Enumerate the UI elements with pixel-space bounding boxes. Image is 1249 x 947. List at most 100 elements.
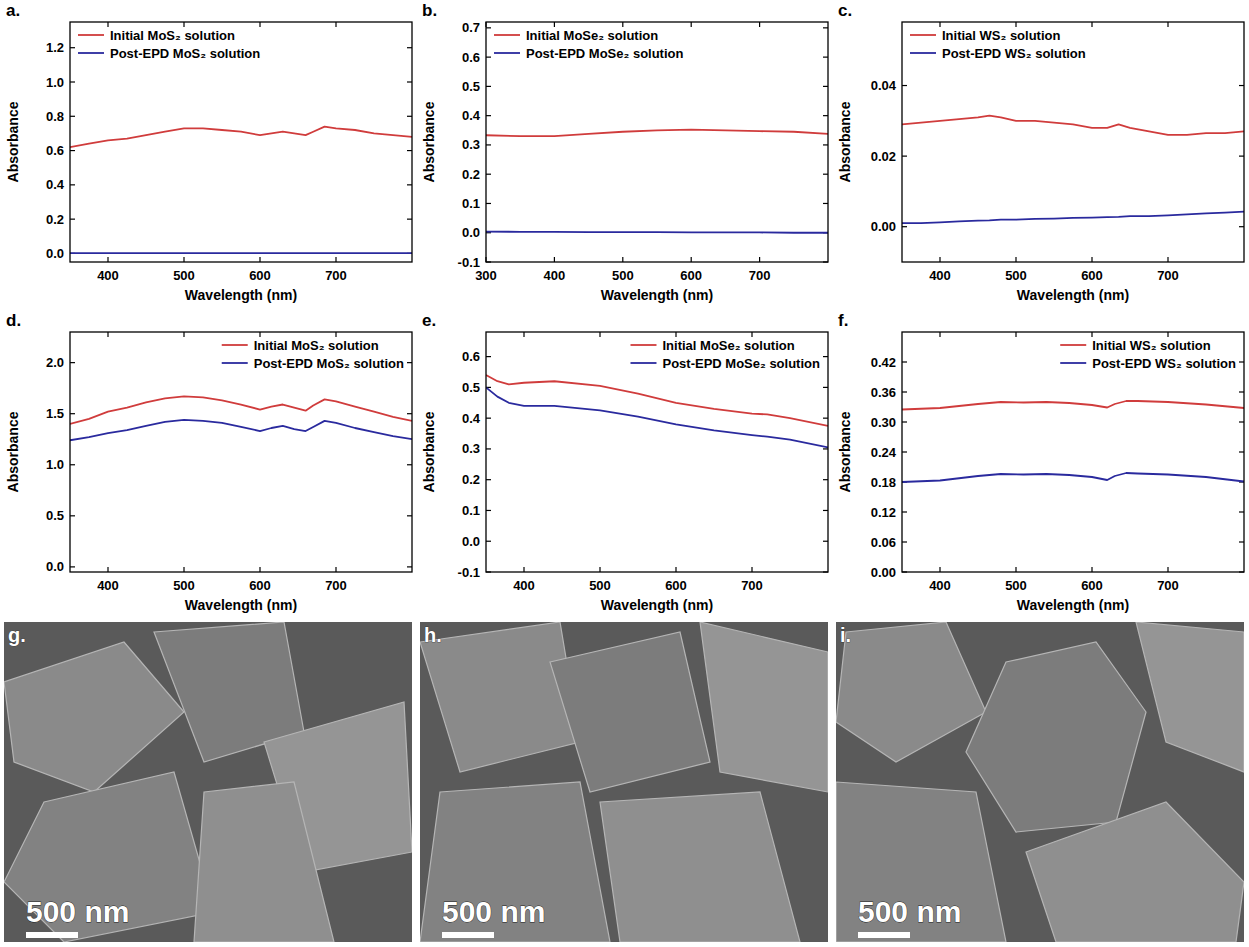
y-tick-right bbox=[823, 115, 828, 116]
y-tick-label: 0.00 bbox=[871, 219, 896, 234]
series-line bbox=[902, 401, 1244, 410]
y-tick-label: 0.2 bbox=[46, 212, 64, 227]
y-tick-label: 0.24 bbox=[871, 445, 897, 460]
y-tick-label: 0.6 bbox=[462, 349, 480, 364]
scale-bar-label: 500 nm bbox=[442, 895, 545, 928]
plot-area bbox=[70, 396, 412, 440]
y-tick-right bbox=[407, 47, 412, 48]
legend-label: Post-EPD MoS₂ solution bbox=[254, 356, 404, 371]
y-tick-label: 0.6 bbox=[46, 143, 64, 158]
y-tick-right bbox=[1239, 421, 1244, 422]
x-axis-title: Wavelength (nm) bbox=[185, 597, 297, 613]
scale-bar-label: 500 nm bbox=[858, 895, 961, 928]
x-tick-label: 700 bbox=[1157, 268, 1179, 283]
x-tick bbox=[1167, 567, 1168, 572]
x-tick-top bbox=[1015, 22, 1016, 27]
y-tick-right bbox=[407, 81, 412, 82]
x-tick-top bbox=[1091, 22, 1092, 27]
scale-bar bbox=[442, 932, 494, 938]
x-tick bbox=[622, 257, 623, 262]
y-tick bbox=[902, 361, 907, 362]
x-tick-top bbox=[1167, 332, 1168, 337]
x-tick-label: 400 bbox=[929, 268, 951, 283]
x-tick-top bbox=[622, 22, 623, 27]
panel-letter: d. bbox=[6, 311, 21, 330]
legend-label: Initial MoS₂ solution bbox=[110, 28, 235, 43]
x-tick bbox=[259, 567, 260, 572]
y-tick bbox=[902, 85, 907, 86]
y-tick-label: 0.0 bbox=[462, 225, 480, 240]
figure: a.0.00.20.40.60.81.01.2400500600700Wavel… bbox=[0, 0, 1249, 947]
y-tick bbox=[70, 362, 75, 363]
chart-panel: e.-0.10.00.10.20.30.40.50.6400500600700W… bbox=[421, 311, 828, 613]
y-tick-label: 1.0 bbox=[46, 75, 64, 90]
y-tick bbox=[70, 219, 75, 220]
sem-flake bbox=[700, 622, 828, 792]
scale-bar bbox=[858, 932, 910, 938]
panel-letter: b. bbox=[422, 1, 437, 20]
y-tick bbox=[70, 116, 75, 117]
legend-label: Post-EPD WS₂ solution bbox=[942, 46, 1086, 61]
x-axis-title: Wavelength (nm) bbox=[1017, 597, 1129, 613]
y-tick bbox=[486, 479, 491, 480]
y-tick-label: 1.2 bbox=[46, 40, 64, 55]
y-tick bbox=[902, 226, 907, 227]
y-tick bbox=[902, 391, 907, 392]
x-tick-top bbox=[259, 332, 260, 337]
plot-area bbox=[70, 127, 412, 254]
series-line bbox=[902, 212, 1244, 224]
y-tick-label: 0.00 bbox=[871, 565, 896, 580]
plot-frame bbox=[70, 332, 412, 572]
x-tick-label: 500 bbox=[612, 268, 634, 283]
x-tick-top bbox=[675, 332, 676, 337]
y-tick-label: 0.3 bbox=[462, 441, 480, 456]
series-line bbox=[902, 116, 1244, 135]
x-tick-label: 700 bbox=[1157, 578, 1179, 593]
y-tick bbox=[70, 81, 75, 82]
y-tick-right bbox=[823, 448, 828, 449]
x-tick bbox=[939, 567, 940, 572]
y-tick-right bbox=[823, 479, 828, 480]
y-tick-label: 0.7 bbox=[462, 20, 480, 35]
x-tick-top bbox=[523, 332, 524, 337]
x-tick-top bbox=[1015, 332, 1016, 337]
y-tick bbox=[70, 515, 75, 516]
plot-frame bbox=[486, 332, 828, 572]
x-tick bbox=[1091, 257, 1092, 262]
y-tick bbox=[486, 144, 491, 145]
legend-label: Post-EPD MoSe₂ solution bbox=[526, 46, 684, 61]
x-tick-label: 600 bbox=[1081, 268, 1103, 283]
x-tick-label: 500 bbox=[1005, 268, 1027, 283]
scale-bar bbox=[26, 932, 78, 938]
y-axis-title: Absorbance bbox=[837, 101, 853, 182]
y-tick-right bbox=[407, 219, 412, 220]
y-tick-label: 0.4 bbox=[462, 411, 481, 426]
x-tick bbox=[675, 567, 676, 572]
x-tick-top bbox=[335, 332, 336, 337]
y-tick-right bbox=[407, 362, 412, 363]
x-tick-label: 600 bbox=[249, 268, 271, 283]
x-tick-label: 700 bbox=[325, 268, 347, 283]
y-tick-label: 0.02 bbox=[871, 149, 896, 164]
x-tick-top bbox=[554, 22, 555, 27]
y-tick bbox=[902, 541, 907, 542]
y-tick-label: 0.42 bbox=[871, 355, 896, 370]
y-tick-right bbox=[1239, 451, 1244, 452]
series-line bbox=[486, 387, 828, 447]
legend-label: Post-EPD WS₂ solution bbox=[1092, 356, 1236, 371]
y-tick-right bbox=[823, 144, 828, 145]
plot-area bbox=[902, 401, 1244, 482]
series-line bbox=[902, 473, 1244, 482]
y-tick-right bbox=[1239, 85, 1244, 86]
x-tick-top bbox=[259, 22, 260, 27]
y-tick-label: 0.1 bbox=[462, 503, 480, 518]
y-tick-label: 0.5 bbox=[46, 508, 64, 523]
legend-swatch bbox=[78, 34, 104, 36]
plot-area bbox=[486, 375, 828, 447]
x-tick-label: 600 bbox=[665, 578, 687, 593]
y-tick bbox=[486, 115, 491, 116]
legend-swatch bbox=[78, 52, 104, 54]
y-tick-label: 0.8 bbox=[46, 109, 64, 124]
y-tick bbox=[70, 464, 75, 465]
x-tick bbox=[691, 257, 692, 262]
